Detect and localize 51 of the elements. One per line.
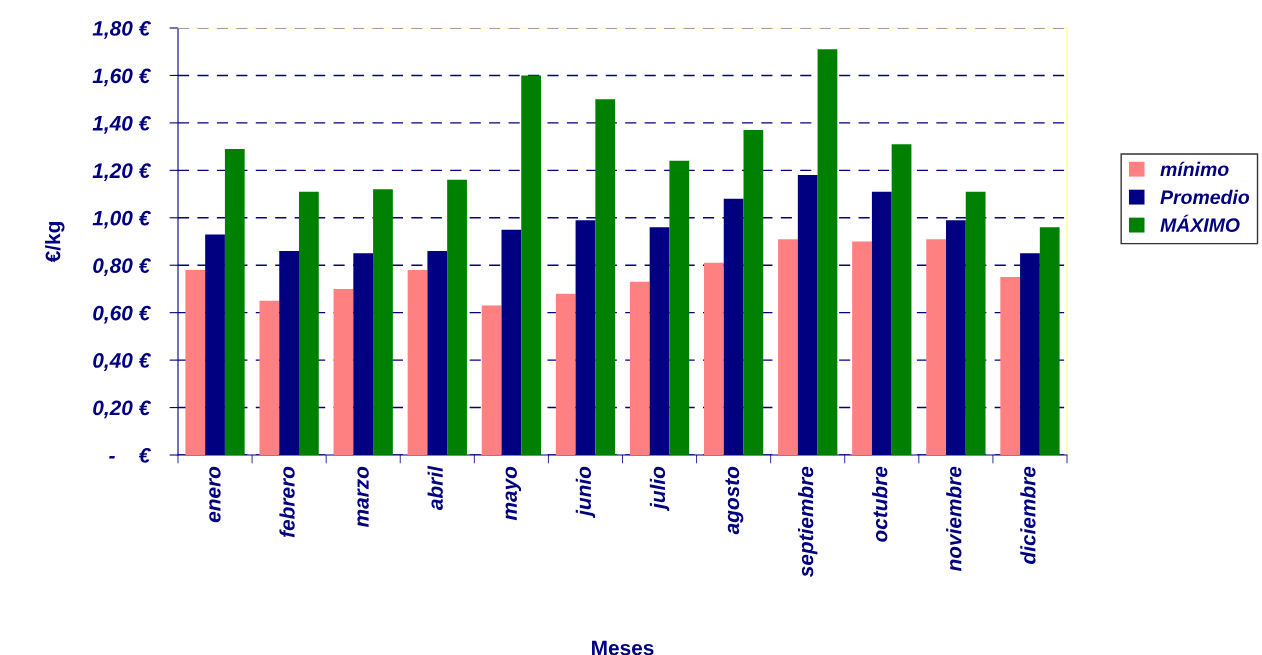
y-tick-label: 1,60 € (92, 68, 151, 87)
bar (224, 148, 245, 455)
bar (481, 305, 502, 455)
y-tick-label: - € (109, 448, 151, 463)
legend-label: MÁXIMO (1160, 214, 1240, 233)
bar (595, 99, 616, 455)
x-tick-label: junio (575, 466, 596, 519)
legend-label: Promedio (1160, 189, 1250, 205)
bar (1000, 277, 1021, 455)
bar (521, 75, 542, 455)
x-tick-label: octubre (872, 466, 888, 542)
bar (778, 239, 798, 455)
x-tick-label: enero (209, 466, 221, 523)
x-tick-label: febrero (279, 466, 295, 538)
bar (703, 262, 724, 455)
bar (447, 179, 467, 455)
bar (407, 269, 428, 455)
bar (669, 160, 690, 455)
bar (1039, 227, 1060, 455)
bar (926, 239, 946, 455)
y-tick-label: 0,40 € (93, 353, 151, 371)
bar (629, 281, 650, 455)
y-tick-label: 0,20 € (93, 400, 151, 419)
x-tick-label: mayo (505, 466, 522, 521)
bar (743, 130, 764, 455)
bar (333, 288, 354, 455)
legend-label: mínimo (1160, 161, 1229, 177)
x-tick-label: diciembre (1020, 466, 1036, 564)
y-tick-label: 1,00 € (92, 210, 151, 229)
y-tick-label: 1,20 € (92, 163, 151, 182)
y-tick-label: 1,40 € (92, 115, 151, 134)
bar (852, 241, 872, 455)
y-axis-title: €/kg (45, 222, 65, 263)
bar (965, 191, 986, 455)
x-tick-label: marzo (357, 466, 369, 528)
bar (185, 269, 206, 455)
bar (891, 144, 912, 455)
x-tick-label: septiembre (798, 466, 818, 578)
x-tick-label: noviembre (946, 466, 962, 572)
x-tick-label: abril (427, 465, 443, 510)
x-tick-label: agosto (725, 466, 744, 535)
bar (373, 189, 393, 455)
bar (259, 300, 280, 455)
bar (299, 191, 319, 455)
bar (555, 293, 576, 455)
bar (817, 49, 838, 455)
y-tick-label: 1,80 € (92, 21, 151, 39)
y-tick-label: 0,60 € (93, 305, 151, 324)
x-axis-title: Meses (592, 640, 654, 655)
y-tick-label: 0,80 € (93, 258, 151, 276)
x-tick-label: julio (649, 466, 670, 512)
